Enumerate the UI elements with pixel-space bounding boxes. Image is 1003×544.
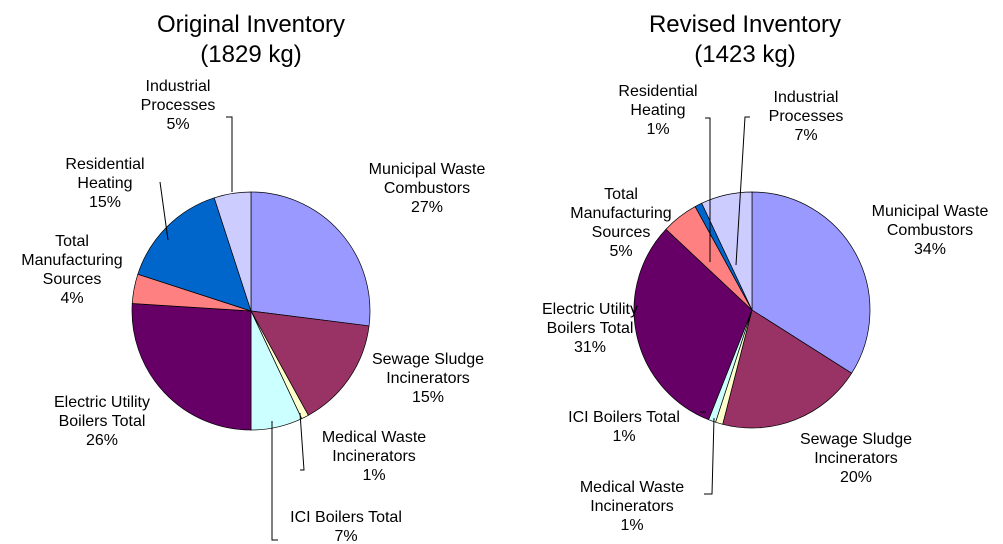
slice-label: Industrial Processes 7% (761, 88, 851, 145)
slice-label: Medical Waste Incinerators 1% (314, 428, 434, 485)
category-label: Residential Heating (618, 83, 698, 119)
value-label: 15% (411, 389, 445, 406)
leader-line (159, 181, 169, 241)
leader-line (705, 117, 711, 262)
leader-line (704, 417, 715, 495)
category-label: Medical Waste Incinerators (321, 429, 427, 465)
slice-label: Electric Utility Boilers Total 31% (530, 300, 650, 357)
pie-slice (131, 303, 252, 431)
value-label: 27% (410, 199, 444, 216)
slice-label: Total Manufacturing Sources 4% (17, 232, 127, 308)
value-label: 1% (620, 517, 644, 534)
pie-slice (137, 197, 252, 312)
value-label: 5% (166, 116, 190, 133)
category-label: Sewage Sludge Incinerators (799, 431, 913, 467)
slice-label: Total Manufacturing Sources 5% (566, 185, 676, 261)
slice-label: Sewage Sludge Incinerators 20% (796, 430, 916, 487)
category-label: Total Manufacturing Sources (570, 186, 672, 241)
pie-slice (633, 228, 753, 421)
chart-subtitle: (1829 kg) (200, 41, 302, 68)
value-label: 20% (839, 469, 873, 486)
slice-label: Sewage Sludge Incinerators 15% (368, 350, 488, 407)
leader-line (271, 421, 278, 541)
category-label: ICI Boilers Total (568, 409, 680, 426)
value-label: 7% (334, 528, 358, 544)
slice-label: Municipal Waste Combustors 27% (362, 160, 492, 217)
slice-label: Medical Waste Incinerators 1% (572, 478, 692, 535)
pie-slice (213, 191, 252, 312)
value-label: 34% (913, 241, 947, 258)
value-label: 7% (794, 127, 818, 144)
value-label: 1% (646, 121, 670, 138)
slice-label: Municipal Waste Combustors 34% (865, 202, 995, 259)
category-label: Industrial Processes (768, 89, 844, 125)
leader-line (735, 116, 750, 266)
category-label: Electric Utility Boilers Total (53, 394, 150, 430)
slice-label: Residential Heating 15% (60, 155, 150, 212)
value-label: 4% (60, 290, 84, 307)
pie-slice (250, 191, 371, 327)
category-label: Municipal Waste Combustors (368, 161, 486, 197)
slice-label: Residential Heating 1% (613, 82, 703, 139)
pie-slice (250, 310, 370, 416)
chart-title: Original Inventory (156, 11, 346, 38)
chart-subtitle: (1423 kg) (694, 41, 796, 68)
category-label: ICI Boilers Total (290, 509, 402, 526)
value-label: 1% (362, 467, 386, 484)
category-label: Sewage Sludge Incinerators (371, 351, 485, 387)
chart-title: Revised Inventory (648, 11, 842, 38)
value-label: 15% (88, 194, 122, 211)
category-label: Medical Waste Incinerators (579, 479, 685, 515)
value-label: 26% (85, 432, 119, 449)
value-label: 5% (609, 243, 633, 260)
slice-label: ICI Boilers Total 1% (549, 408, 699, 446)
category-label: Electric Utility Boilers Total (541, 301, 638, 337)
leader-line (226, 116, 233, 192)
value-label: 1% (612, 428, 636, 445)
category-label: Total Manufacturing Sources (21, 233, 123, 288)
slice-label: ICI Boilers Total 7% (271, 508, 421, 544)
pie-slice (751, 191, 871, 374)
category-label: Residential Heating (65, 156, 145, 192)
pie-slice (701, 191, 753, 311)
leader-line (299, 412, 305, 471)
value-label: 31% (573, 339, 607, 356)
slice-label: Industrial Processes 5% (133, 77, 223, 134)
category-label: Municipal Waste Combustors (871, 203, 989, 239)
slice-label: Electric Utility Boilers Total 26% (42, 393, 162, 450)
category-label: Industrial Processes (140, 78, 216, 114)
pie-slice (722, 309, 853, 429)
